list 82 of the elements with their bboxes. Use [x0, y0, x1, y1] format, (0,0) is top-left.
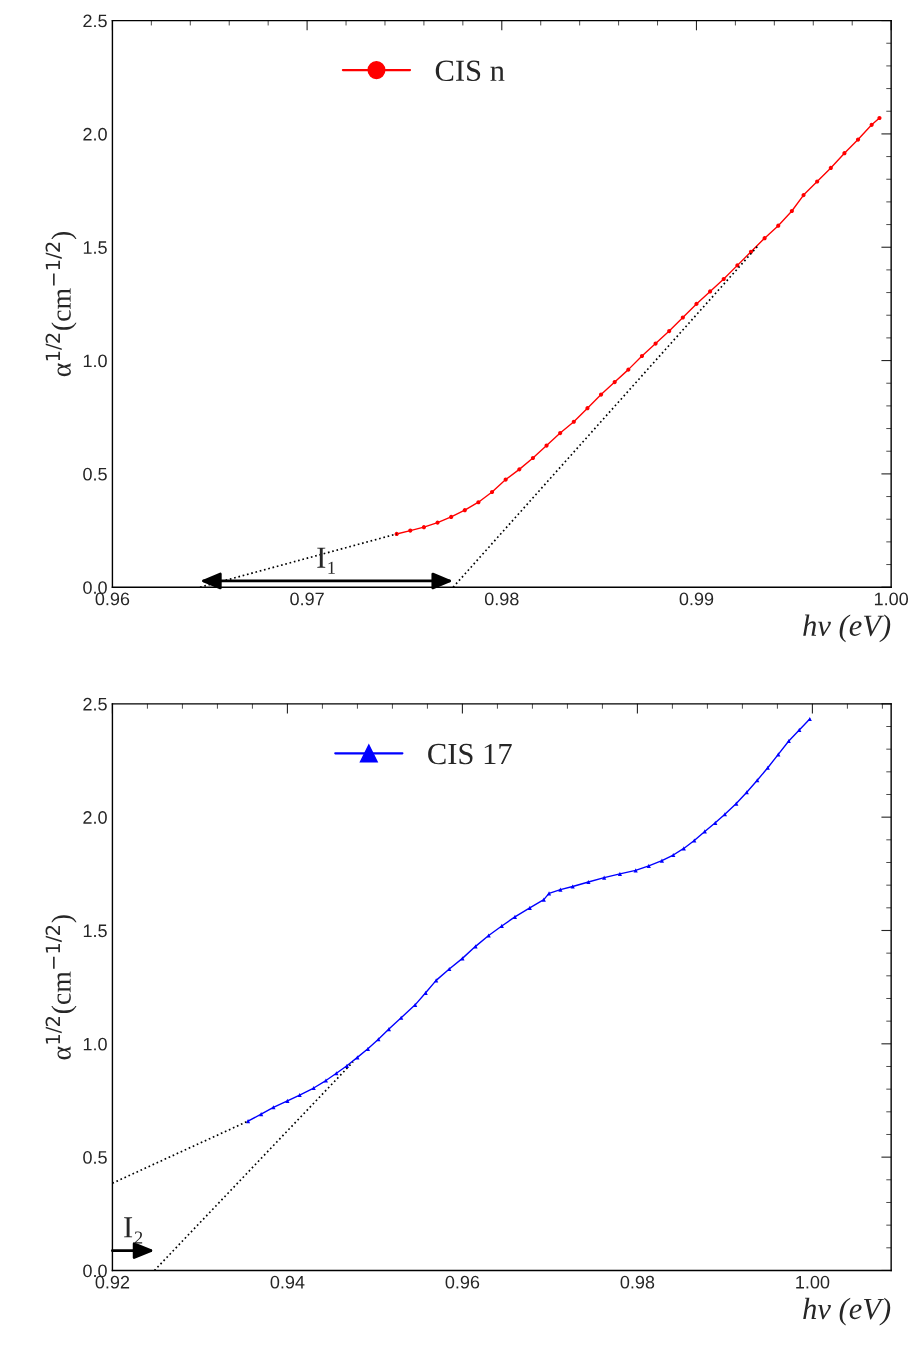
point	[527, 905, 532, 910]
point	[639, 353, 645, 359]
point	[765, 765, 770, 770]
point	[499, 923, 504, 929]
point	[869, 122, 874, 127]
point	[828, 165, 833, 170]
x-axis-title: hv (eV)	[803, 614, 891, 643]
point	[762, 236, 767, 241]
point	[681, 846, 686, 851]
point	[797, 727, 802, 732]
point	[786, 738, 791, 744]
y-tick-label: 1.5	[83, 241, 107, 254]
point	[423, 990, 428, 995]
point	[671, 852, 676, 858]
point	[413, 1002, 418, 1007]
y-axis-title: α$^{1/2}$(cm$^{−1/2}$)	[45, 915, 77, 1060]
x-tick-label: 0.98	[620, 1275, 655, 1289]
point	[558, 431, 563, 436]
point	[789, 208, 794, 214]
y-tick-label: 2.5	[83, 14, 107, 28]
point	[667, 329, 672, 334]
point	[680, 315, 685, 320]
point	[801, 193, 806, 198]
y-tick-label: 2.5	[83, 697, 107, 711]
y-axis-title: α$^{1/2}$(cm$^{−1/2}$)	[45, 231, 77, 377]
point	[626, 367, 631, 372]
x-tick-label: 0.94	[270, 1275, 305, 1289]
point	[815, 179, 820, 184]
point	[355, 1055, 360, 1060]
x-tick-label: 0.96	[95, 592, 130, 606]
y-tick-label: 2.0	[83, 811, 107, 824]
point	[544, 443, 549, 448]
point	[855, 137, 861, 142]
x-axis-title: hv (eV)	[803, 1297, 891, 1326]
legend-label: CIS 17	[428, 743, 512, 765]
y-tick-label: 2.0	[83, 127, 107, 141]
annotation: I₁	[317, 547, 335, 574]
point	[776, 223, 781, 228]
point	[702, 829, 707, 834]
point	[602, 875, 607, 880]
y-tick-label: 1.0	[83, 1037, 107, 1051]
point	[541, 897, 546, 902]
point	[721, 276, 726, 282]
x-tick-label: 0.98	[484, 592, 519, 606]
point	[692, 838, 697, 843]
y-tick-label: 1.0	[83, 354, 107, 368]
point	[570, 884, 575, 889]
point	[486, 933, 491, 938]
point	[558, 887, 563, 892]
legend-label: CIS n	[435, 60, 505, 82]
point	[462, 508, 467, 513]
point	[807, 716, 812, 722]
x-tick-label: 0.97	[290, 592, 324, 606]
point	[646, 863, 651, 868]
y-tick-label: 0.5	[83, 467, 107, 481]
point	[323, 1078, 328, 1083]
x-tick-label: 0.99	[679, 592, 714, 606]
point	[571, 419, 576, 424]
point	[842, 151, 847, 156]
y-tick-label: 0.0	[83, 581, 107, 594]
point	[659, 858, 664, 863]
point	[877, 115, 882, 121]
point	[694, 301, 699, 306]
point	[612, 380, 617, 385]
x-tick-label: 1.00	[874, 592, 909, 606]
point	[708, 289, 713, 294]
y-tick-label: 1.5	[83, 924, 107, 938]
point	[517, 467, 522, 472]
y-tick-label: 0.5	[83, 1151, 107, 1164]
point	[530, 455, 536, 461]
annotation: I₂	[124, 1217, 143, 1244]
point	[734, 801, 739, 806]
point	[449, 514, 454, 520]
point	[633, 868, 638, 873]
point	[421, 525, 426, 530]
x-tick-label: 0.96	[445, 1275, 480, 1289]
point	[476, 500, 481, 505]
point	[713, 820, 718, 825]
point	[585, 406, 590, 411]
point	[598, 392, 604, 397]
point	[399, 1015, 404, 1020]
x-tick-label: 1.00	[796, 1275, 830, 1289]
